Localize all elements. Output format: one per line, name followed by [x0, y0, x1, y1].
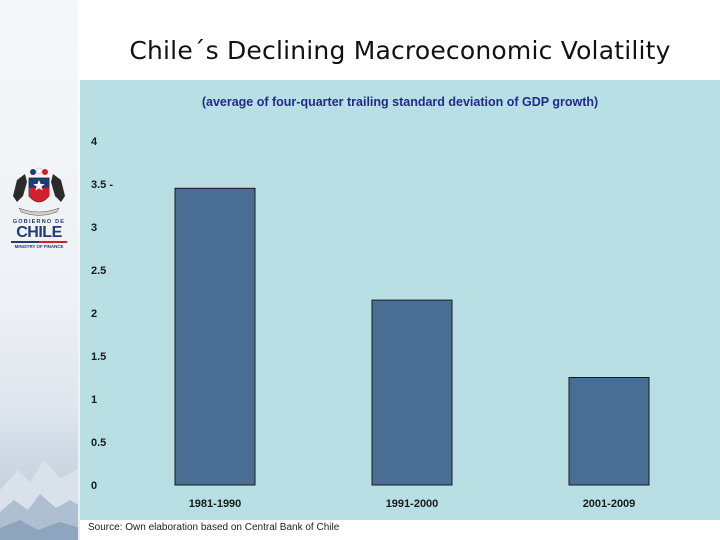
x-category-label: 1991-2000: [386, 498, 439, 510]
logo-flag-bar: [11, 241, 67, 243]
x-axis-labels: 1981-1990 1991-2000 2001-2009: [189, 498, 636, 510]
y-tick-label: 1: [91, 394, 97, 406]
government-logo: GOBIERNO DE CHILE MINISTRY OF FINANCE: [6, 166, 72, 262]
chart-panel: (average of four-quarter trailing standa…: [80, 80, 720, 520]
bar-2001-2009: [568, 377, 650, 486]
strip-divider: [78, 0, 80, 540]
coat-of-arms-icon: [13, 167, 65, 216]
y-tick-label: 2: [91, 308, 97, 320]
y-axis-ticks: 0 0.5 1 1.5 2 2.5 3 3.5 - 4: [91, 136, 113, 492]
bars: [174, 187, 650, 486]
x-category-label: 2001-2009: [583, 498, 636, 510]
bar-1981-1990: [174, 187, 256, 486]
y-tick-label: 2.5: [91, 265, 106, 277]
logo-brand-chile: CHILE: [16, 224, 62, 241]
x-category-label: 1981-1990: [189, 498, 242, 510]
source-note: Source: Own elaboration based on Central…: [88, 522, 340, 533]
y-tick-label: 3.5 -: [91, 179, 113, 191]
mountain-decoration: [0, 460, 80, 540]
logo-line-gobierno: GOBIERNO DE: [12, 219, 66, 225]
slide-title: Chile´s Declining Macroeconomic Volatili…: [129, 36, 671, 65]
y-tick-label: 1.5: [91, 351, 106, 363]
bar-1991-2000: [371, 299, 453, 486]
chart-subtitle: (average of four-quarter trailing standa…: [202, 95, 598, 109]
bar-chart: (average of four-quarter trailing standa…: [91, 95, 650, 510]
logo-line-ministry: MINISTRY OF FINANCE: [14, 244, 64, 249]
y-tick-label: 0: [91, 480, 97, 492]
decorative-side-strip: [0, 0, 78, 540]
y-tick-label: 4: [91, 136, 98, 148]
y-tick-label: 0.5: [91, 437, 106, 449]
y-tick-label: 3: [91, 222, 97, 234]
